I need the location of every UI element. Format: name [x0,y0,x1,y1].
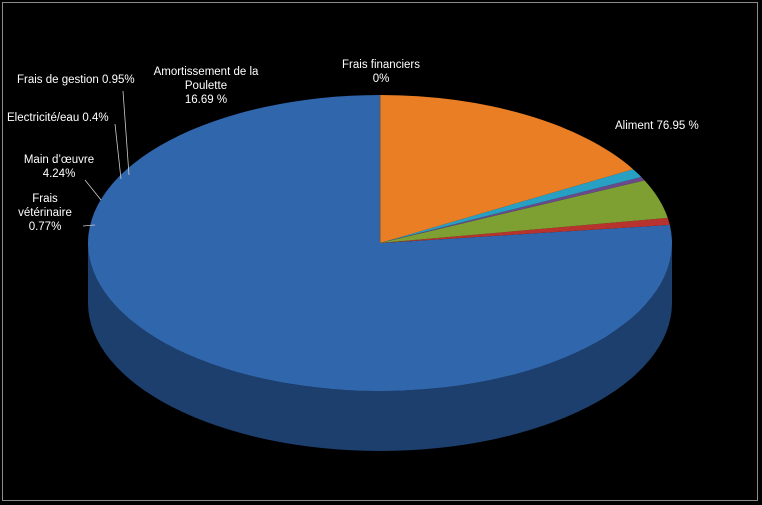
leader-line-3 [82,224,96,227]
pie-slice-2 [380,180,668,243]
pie-slice-5 [380,95,634,243]
data-label-frais-gestion-text: Frais de gestion 0.95% [17,74,135,86]
leader-line-2 [84,179,102,201]
pie-chart [82,90,672,451]
pie-slice-4 [380,169,642,243]
pie-slice-1 [380,217,670,243]
leader-line-1 [114,123,122,180]
data-label-aliment: Aliment 76.95 % [615,119,699,133]
leader-line-0 [122,90,130,176]
data-label-veterinaire-value: 0.77% [28,221,62,233]
data-label-main-oeuvre: Main d’œuvre 4.24% [19,153,99,181]
data-label-main-oeuvre-value: 4.24% [42,168,76,180]
data-label-amortissement: Amortissement de la Poulette 16.69 % [143,65,269,107]
data-label-amortissement-value: 16.69 % [184,94,228,106]
data-label-amortissement-name-1: Amortissement de la [153,66,259,78]
data-label-frais-financiers: Frais financiers 0% [333,58,429,86]
pie-side-0-0 [88,243,672,451]
data-label-veterinaire-name-2: vétérinaire [18,207,72,219]
data-label-electricite-text: Electricité/eau 0.4% [7,112,109,124]
data-label-main-oeuvre-name: Main d’œuvre [23,154,95,166]
data-label-aliment-text: Aliment 76.95 % [615,120,699,132]
data-label-frais-gestion: Frais de gestion 0.95% [17,73,135,87]
data-label-electricite: Electricité/eau 0.4% [7,111,109,125]
pie-slice-3 [380,176,645,243]
data-label-frais-financiers-value: 0% [372,73,390,85]
data-label-frais-financiers-name: Frais financiers [342,59,420,71]
data-label-amortissement-name-2: Poulette [184,80,228,92]
data-label-veterinaire: Frais vétérinaire 0.77% [7,192,83,234]
data-label-veterinaire-name-1: Frais [32,193,58,205]
